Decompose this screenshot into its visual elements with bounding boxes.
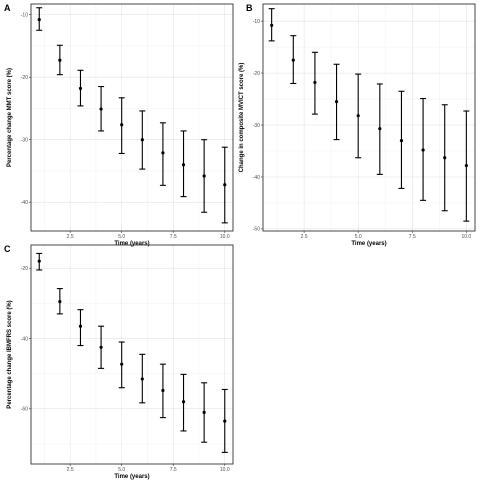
- data-point: [120, 123, 124, 127]
- data-point: [58, 299, 62, 304]
- data-point: [291, 58, 295, 62]
- y-tick-label: -40: [21, 336, 28, 342]
- data-point: [464, 163, 468, 168]
- panel-label: C: [4, 244, 11, 254]
- panel-label: A: [4, 3, 11, 13]
- y-tick-label: -10: [253, 19, 260, 25]
- y-tick-label: -30: [21, 137, 28, 143]
- data-point: [356, 114, 360, 118]
- x-tick-label: 2.5: [301, 234, 308, 240]
- data-point: [223, 183, 227, 187]
- x-axis-title: Time (years): [351, 241, 386, 247]
- y-axis-title: Percentage change IBMFRS score (%): [7, 300, 13, 408]
- data-point: [120, 362, 124, 366]
- panel-c: 2.5 5.0 7.5 10.0 -20 -40 -60 Time (years) Percen…: [4, 244, 234, 480]
- x-tick-label: 7.5: [409, 234, 416, 240]
- x-tick-label: 5.0: [118, 234, 125, 240]
- y-tick-label: -20: [21, 266, 28, 272]
- data-point: [223, 419, 227, 423]
- data-point: [270, 23, 274, 27]
- data-point: [161, 388, 165, 393]
- data-point: [181, 400, 186, 404]
- x-axis-title: Time (years): [114, 474, 149, 480]
- data-point: [99, 107, 103, 111]
- x-tick-label: 10.0: [220, 234, 230, 240]
- plot-frame: [30, 3, 234, 232]
- y-tick-label: -50: [253, 227, 260, 233]
- data-point: [421, 148, 425, 152]
- x-axis-title: Time (years): [114, 241, 149, 247]
- data-point: [313, 80, 317, 85]
- data-point: [99, 345, 103, 349]
- data-point: [161, 151, 165, 155]
- data-point: [140, 138, 144, 142]
- plot-frame: [262, 3, 476, 232]
- data-point: [399, 139, 404, 143]
- x-tick-label: 5.0: [355, 234, 362, 240]
- y-tick-label: -30: [253, 123, 260, 129]
- data-point: [202, 174, 206, 178]
- y-tick-label: -20: [21, 75, 28, 81]
- y-tick-label: -60: [21, 407, 28, 413]
- data-point: [78, 86, 83, 91]
- data-point: [78, 324, 83, 328]
- y-axis-title: Percentage change MMT score (%): [7, 68, 13, 167]
- y-tick-label: -40: [21, 200, 28, 206]
- y-tick-label: -40: [253, 175, 260, 181]
- data-point: [202, 410, 206, 414]
- x-tick-label: 2.5: [67, 234, 74, 240]
- data-point: [181, 163, 186, 167]
- data-point: [443, 156, 447, 160]
- plot-frame: [30, 244, 234, 465]
- data-point: [378, 127, 382, 131]
- x-tick-label: 2.5: [67, 467, 74, 473]
- panel-label: B: [246, 3, 253, 13]
- panel-a: 2.5 5.0 7.5 10.0 -10 -20 -30 -40 Time (years) Per…: [4, 3, 234, 247]
- y-tick-label: -10: [21, 12, 28, 18]
- data-point: [58, 58, 62, 62]
- data-point: [37, 259, 41, 263]
- x-tick-label: 5.0: [118, 467, 125, 473]
- x-tick-label: 10.0: [220, 467, 230, 473]
- x-tick-label: 10.0: [461, 234, 471, 240]
- data-point: [334, 100, 339, 104]
- data-point: [37, 18, 41, 22]
- x-tick-label: 7.5: [170, 467, 177, 473]
- data-point: [140, 377, 144, 381]
- panel-b: 2.5 5.0 7.5 10.0 -10 -20 -30 -40 -50 Time (years)…: [239, 3, 476, 247]
- x-tick-label: 7.5: [170, 234, 177, 240]
- y-axis-title: Change in composite MVICT score (%): [239, 63, 245, 173]
- y-tick-label: -20: [253, 71, 260, 77]
